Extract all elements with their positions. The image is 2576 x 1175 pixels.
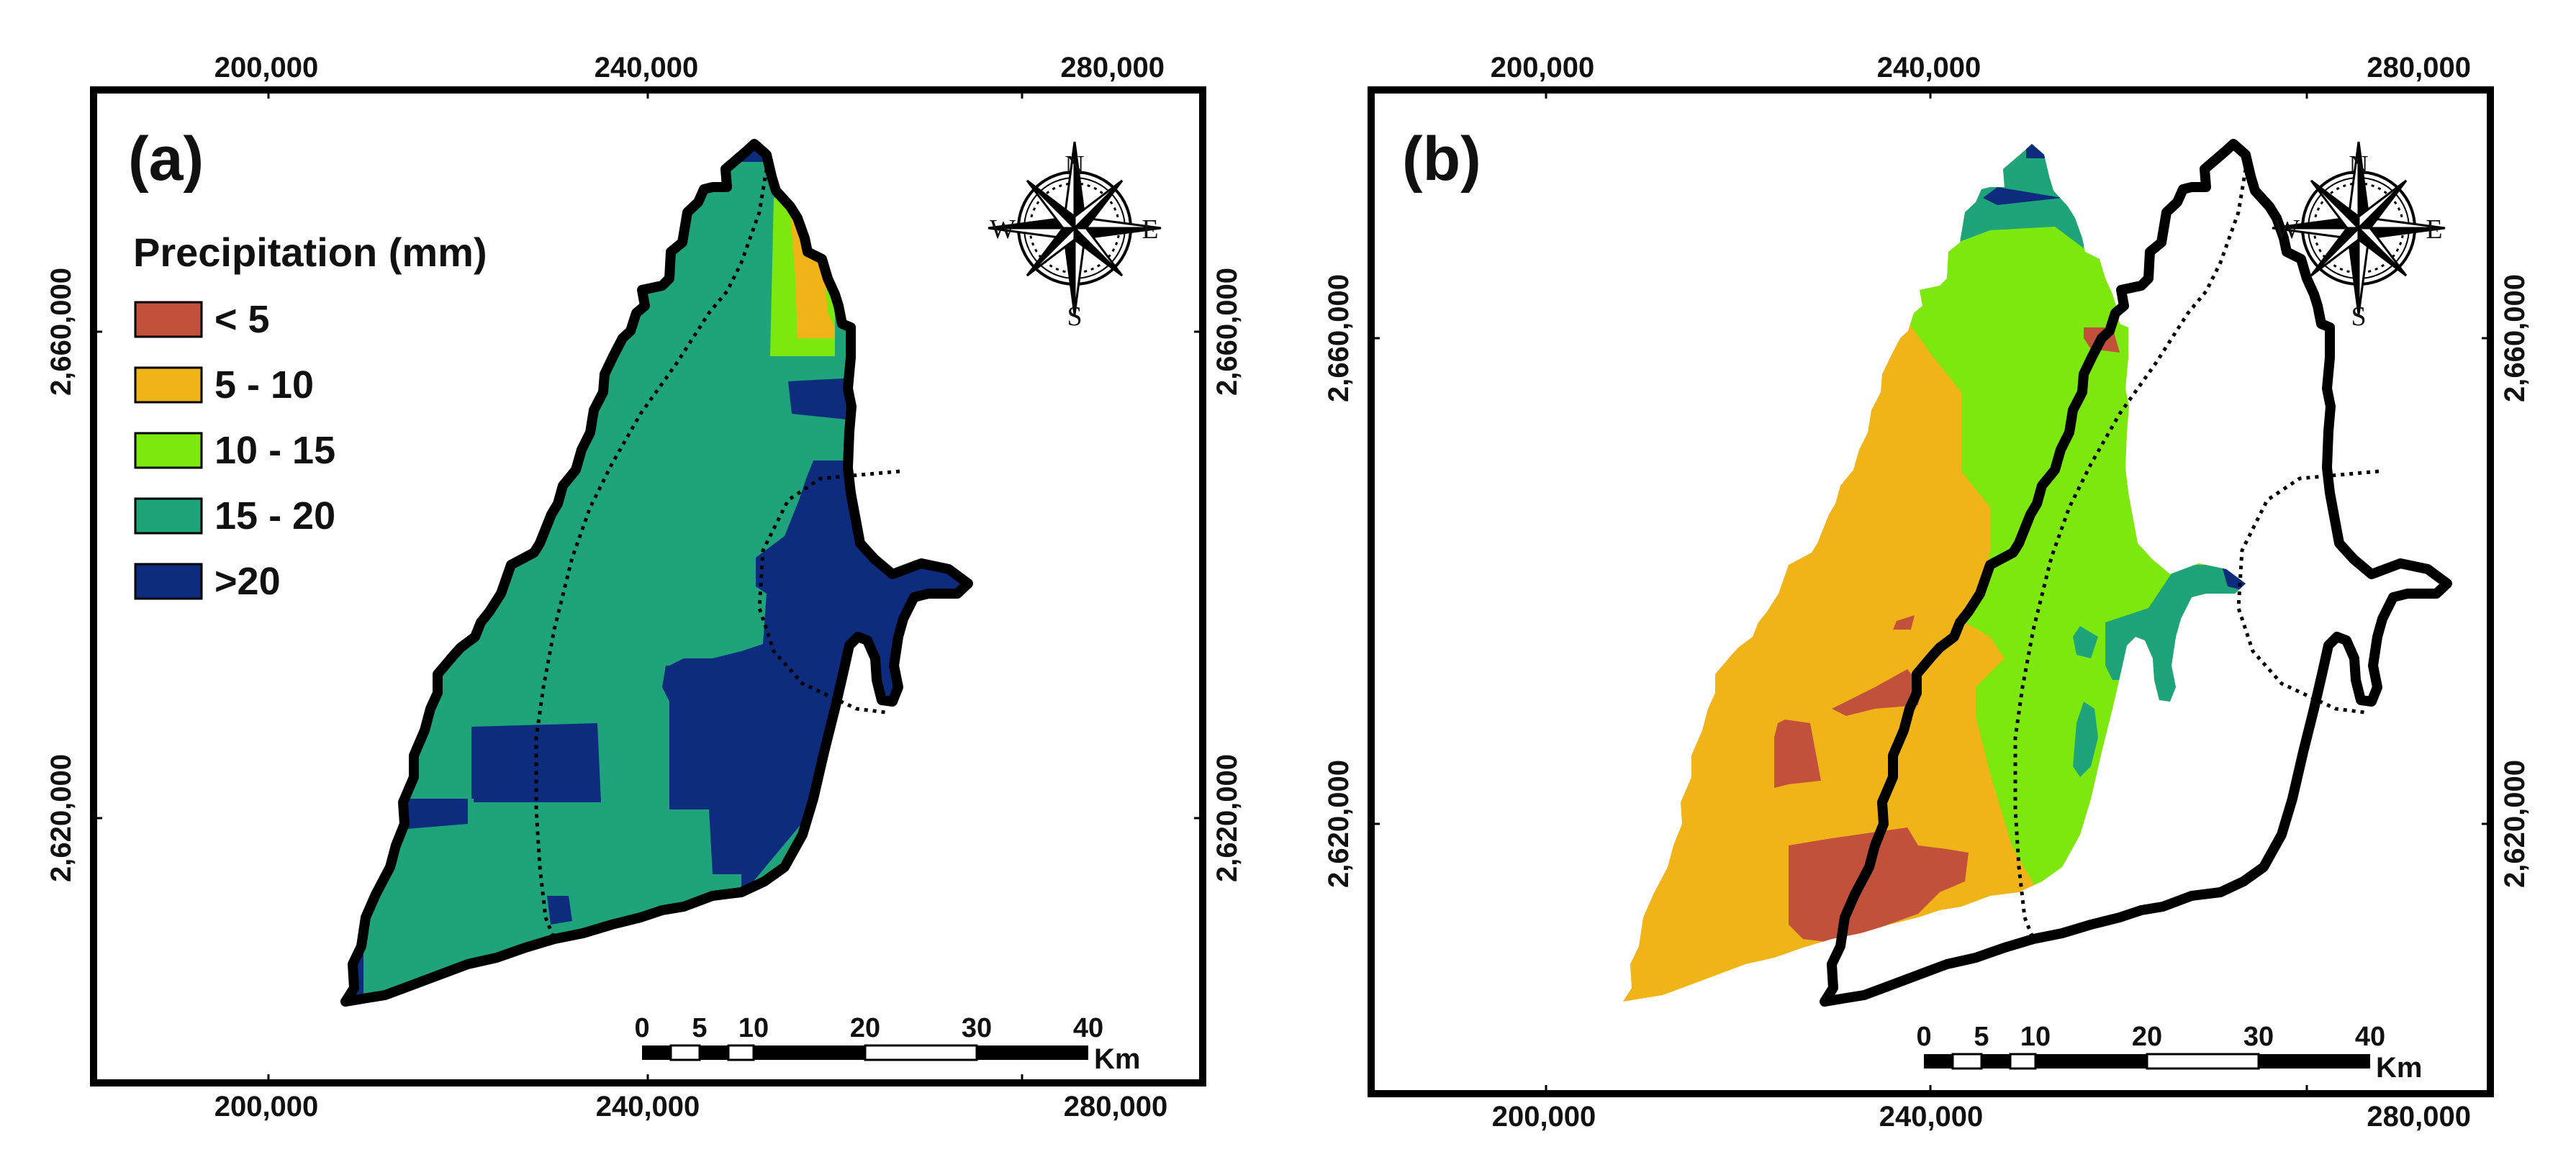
scale-tick: 30 bbox=[2243, 1022, 2274, 1052]
compass-w: W bbox=[990, 214, 1016, 245]
axis-tick-bottom: 240,000 bbox=[596, 1091, 700, 1122]
legend-label: < 5 bbox=[214, 298, 270, 341]
zone-15-20-spot-1 bbox=[2073, 626, 2098, 658]
legend-swatch bbox=[134, 497, 203, 535]
zone-gt20-strip bbox=[788, 378, 860, 421]
zone-lt5-south bbox=[1789, 827, 1969, 943]
scale-tick: 5 bbox=[1974, 1022, 1989, 1052]
scale-tick: 20 bbox=[850, 1013, 880, 1043]
compass-rose: N S E W bbox=[2271, 140, 2446, 332]
scale-bar: 0 5 10 20 30 40 Km bbox=[634, 1013, 1140, 1075]
compass-n: N bbox=[2349, 150, 2368, 181]
axis-tick-bottom: 280,000 bbox=[2367, 1101, 2471, 1133]
legend-title: Precipitation (mm) bbox=[133, 230, 487, 275]
axis-tick-right: 2,620,000 bbox=[1211, 754, 1243, 882]
scale-tick: 40 bbox=[2355, 1022, 2385, 1052]
axis-tick-top: 240,000 bbox=[595, 52, 699, 83]
compass-s: S bbox=[1067, 301, 1082, 332]
frame-ticks bbox=[1371, 90, 2490, 1094]
axis-tick-top: 240,000 bbox=[1877, 52, 1981, 83]
axis-tick-bottom: 200,000 bbox=[1492, 1101, 1596, 1133]
scale-bar: 0 5 10 20 30 40 Km bbox=[1916, 1022, 2422, 1084]
zone-lt5-west-2 bbox=[1774, 720, 1821, 788]
axis-tick-top: 280,000 bbox=[1060, 52, 1165, 83]
zone-lt5-west-1 bbox=[1832, 669, 1922, 716]
axis-tick-left: 2,660,000 bbox=[45, 268, 77, 396]
scale-tick: 40 bbox=[1073, 1013, 1103, 1043]
compass-e: E bbox=[1142, 214, 1158, 245]
compass-e: E bbox=[2426, 214, 2442, 245]
panel-a: (a) Precipitation (mm) < 5 5 - 10 10 - 1… bbox=[45, 52, 1243, 1122]
axis-tick-bottom: 240,000 bbox=[1879, 1101, 1984, 1133]
compass-w: W bbox=[2274, 214, 2300, 245]
compass-s: S bbox=[2351, 301, 2366, 332]
legend-label: 10 - 15 bbox=[214, 429, 335, 472]
scale-tick: 5 bbox=[692, 1013, 707, 1043]
legend-label: 5 - 10 bbox=[214, 363, 314, 407]
legend-item: 15 - 20 bbox=[134, 494, 335, 537]
legend-item: < 5 bbox=[134, 298, 270, 341]
panel-label: (b) bbox=[1402, 124, 1481, 194]
legend-swatch bbox=[134, 301, 203, 338]
axis-tick-left: 2,620,000 bbox=[1323, 760, 1355, 888]
scale-unit: Km bbox=[2376, 1052, 2422, 1084]
axis-tick-bottom: 200,000 bbox=[214, 1091, 319, 1122]
scale-tick: 10 bbox=[2020, 1022, 2051, 1052]
panel-b: (b) N S E W 0 5 10 20 30 40 Km bbox=[1323, 52, 2531, 1133]
zone-gt20-north-2 bbox=[1983, 187, 2062, 205]
compass-rose: N S E W bbox=[987, 140, 1162, 332]
axis-tick-top: 200,000 bbox=[1491, 52, 1595, 83]
zone-lt5-spot bbox=[1893, 615, 1915, 630]
legend-item: 5 - 10 bbox=[134, 363, 314, 407]
zone-gt20-small bbox=[547, 896, 572, 925]
legend-item: >20 bbox=[134, 560, 281, 603]
legend-swatch bbox=[134, 563, 203, 600]
scale-tick: 0 bbox=[634, 1013, 649, 1043]
axis-tick-left: 2,620,000 bbox=[45, 754, 77, 882]
legend: Precipitation (mm) < 5 5 - 10 10 - 15 15… bbox=[133, 230, 487, 603]
legend-label: 15 - 20 bbox=[214, 494, 335, 537]
axis-tick-top: 280,000 bbox=[2367, 52, 2471, 83]
axis-tick-right: 2,660,000 bbox=[2499, 274, 2531, 402]
scale-tick: 30 bbox=[962, 1013, 992, 1043]
compass-n: N bbox=[1065, 150, 1084, 181]
scale-tick: 20 bbox=[2132, 1022, 2162, 1052]
legend-label: >20 bbox=[214, 560, 281, 603]
axis-tick-right: 2,620,000 bbox=[2499, 760, 2531, 888]
axis-tick-top: 200,000 bbox=[214, 52, 319, 83]
axis-tick-right: 2,660,000 bbox=[1211, 268, 1243, 396]
legend-swatch bbox=[134, 366, 203, 404]
axis-tick-bottom: 280,000 bbox=[1064, 1091, 1168, 1122]
scale-unit: Km bbox=[1094, 1043, 1140, 1075]
frame-ticks bbox=[94, 90, 1203, 1083]
zone-15-20-spot-2 bbox=[2073, 702, 2098, 777]
panel-label: (a) bbox=[128, 124, 204, 194]
legend-item: 10 - 15 bbox=[134, 429, 335, 472]
legend-swatch bbox=[134, 432, 203, 469]
scale-tick: 10 bbox=[738, 1013, 769, 1043]
scale-tick: 0 bbox=[1916, 1022, 1931, 1052]
axis-tick-left: 2,660,000 bbox=[1323, 274, 1355, 402]
